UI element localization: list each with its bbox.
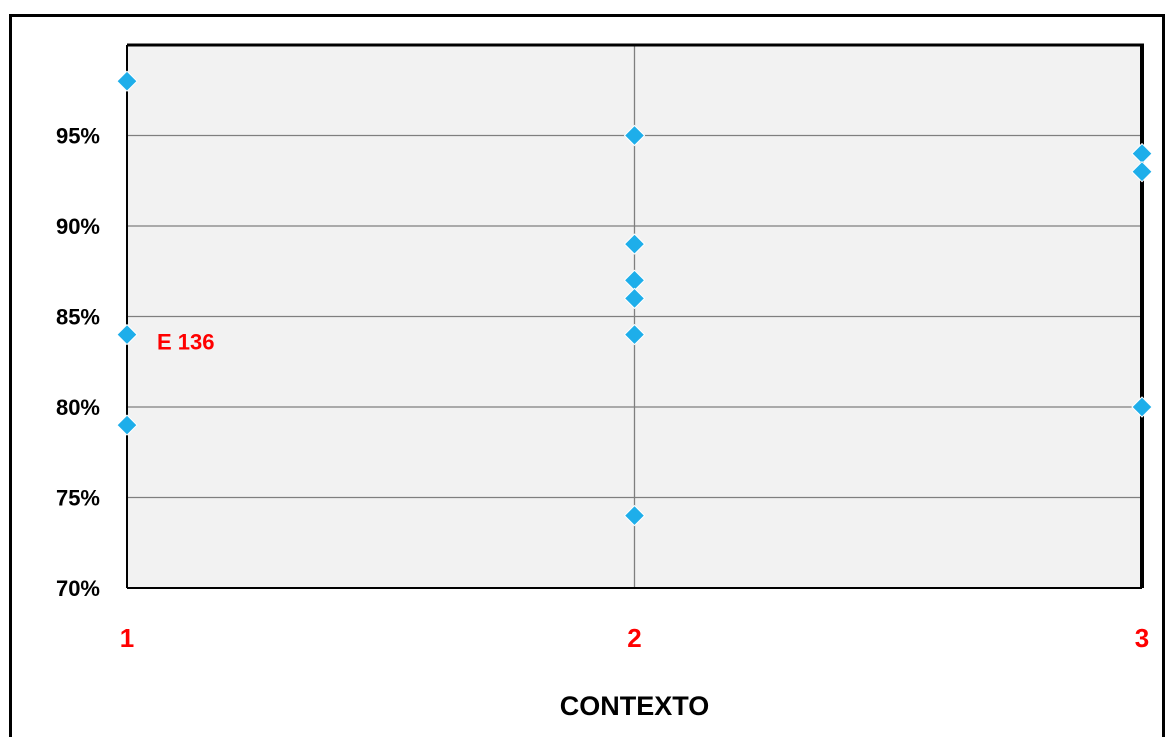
- data-point: [1131, 160, 1153, 183]
- y-tick-label: 85%: [56, 305, 100, 330]
- annotations: E 136: [157, 330, 215, 355]
- y-tick-labels: 70% 75% 80% 85% 90% 95%: [56, 124, 100, 602]
- x-tick-label: 2: [627, 623, 641, 653]
- data-point: [623, 504, 646, 527]
- y-tick-label: 95%: [56, 124, 100, 149]
- y-tick-label: 90%: [56, 214, 100, 239]
- data-point: [116, 414, 138, 436]
- y-tick-label: 75%: [56, 486, 100, 511]
- data-points: [116, 70, 1153, 527]
- data-point: [623, 233, 646, 255]
- data-point: [623, 323, 646, 346]
- point-annotation: E 136: [157, 330, 215, 355]
- y-tick-label: 80%: [56, 395, 100, 420]
- data-point: [623, 124, 646, 147]
- axes: [126, 43, 1144, 589]
- data-point: [116, 323, 138, 346]
- x-tick-labels: 1 2 3: [120, 623, 1149, 653]
- data-point: [116, 70, 138, 92]
- y-tick-label: 70%: [56, 576, 100, 601]
- x-axis-label: CONTEXTO: [560, 691, 710, 721]
- data-point: [1131, 396, 1153, 418]
- x-tick-label: 3: [1135, 623, 1149, 653]
- x-tick-label: 1: [120, 623, 134, 653]
- data-point: [623, 287, 646, 310]
